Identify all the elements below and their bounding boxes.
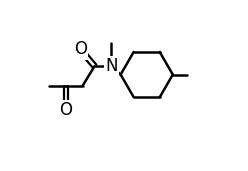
Text: O: O bbox=[74, 40, 87, 58]
Text: N: N bbox=[105, 57, 118, 75]
Text: O: O bbox=[60, 101, 72, 119]
